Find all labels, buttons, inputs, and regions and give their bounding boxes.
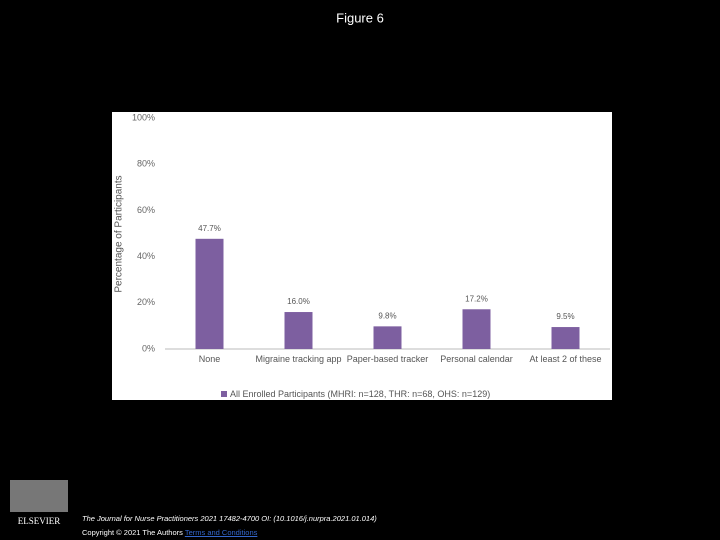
bar (373, 326, 402, 349)
publisher-logo: ELSEVIER (10, 480, 68, 526)
value-label: 9.5% (556, 312, 574, 321)
value-label: 9.8% (378, 311, 396, 320)
bar (195, 238, 224, 349)
y-tick-label: 40% (137, 251, 155, 261)
citation: The Journal for Nurse Practitioners 2021… (82, 514, 377, 523)
x-tick-label: Migraine tracking app (255, 354, 342, 364)
bar (551, 327, 580, 349)
x-tick-label: At least 2 of these (529, 354, 602, 364)
terms-link[interactable]: Terms and Conditions (184, 528, 258, 537)
x-tick-label: Personal calendar (440, 354, 513, 364)
publisher-name: ELSEVIER (18, 516, 61, 526)
x-tick-label: None (198, 354, 221, 364)
y-axis-label: Percentage of Participants (114, 175, 125, 292)
figure-title: Figure 6 (336, 10, 384, 25)
value-label: 17.2% (465, 294, 488, 303)
legend-label: All Enrolled Participants (MHRI: n=128, … (230, 389, 490, 399)
y-tick-label: 60% (137, 205, 155, 215)
y-tick-label: 20% (137, 297, 155, 307)
chart-background (112, 112, 612, 400)
copyright-line: Copyright © 2021 The Authors Terms and C… (82, 528, 257, 537)
value-label: 16.0% (287, 297, 310, 306)
copyright: Copyright © 2021 The Authors (82, 528, 183, 537)
y-tick-label: 80% (137, 159, 155, 169)
y-tick-label: 100% (132, 112, 155, 122)
bar (284, 312, 313, 349)
legend-swatch (221, 391, 227, 397)
y-tick-label: 0% (142, 343, 155, 353)
bar (462, 309, 491, 349)
value-label: 47.7% (198, 224, 221, 233)
x-tick-label: Paper-based tracker (346, 354, 429, 364)
